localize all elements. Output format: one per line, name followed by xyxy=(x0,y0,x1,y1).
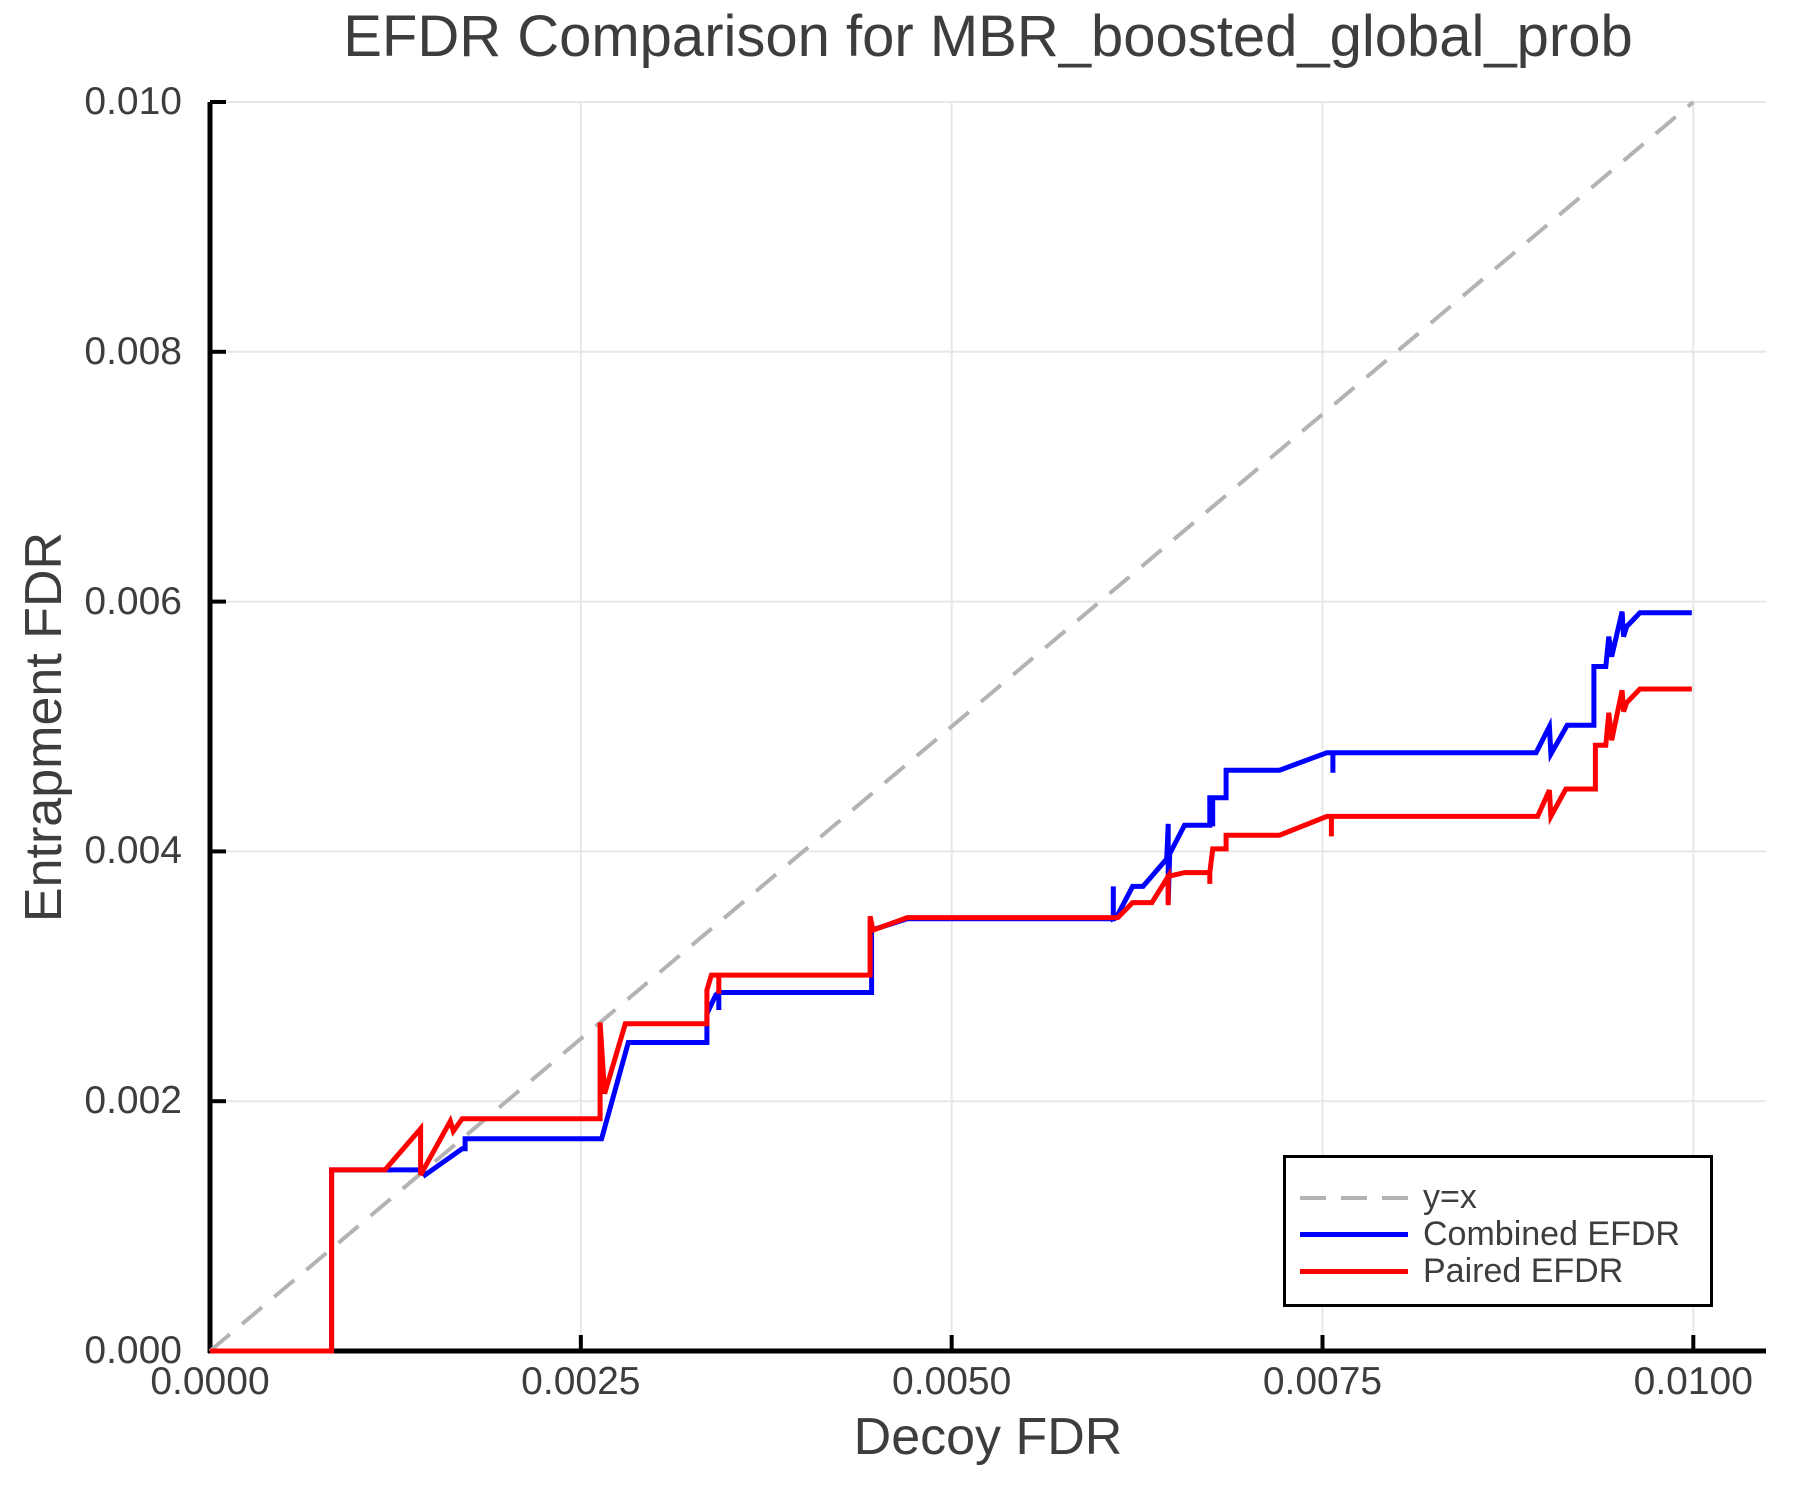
legend-row-paired-efdr: Paired EFDR xyxy=(1286,1252,1710,1290)
legend-sample-blue-line xyxy=(1300,1232,1408,1237)
series-y-x xyxy=(208,100,1695,1353)
legend-label-paired-efdr: Paired EFDR xyxy=(1423,1252,1624,1290)
x-tick-label-0.0100: 0.0100 xyxy=(1633,1360,1753,1403)
legend-sample-red-line xyxy=(1300,1269,1408,1274)
legend-sample-dashed-line xyxy=(1300,1195,1408,1200)
x-tick-label-0.0000: 0.0000 xyxy=(150,1360,270,1403)
x-tick-label-0.0075: 0.0075 xyxy=(1262,1360,1383,1403)
chart-title: EFDR Comparison for MBR_boosted_global_p… xyxy=(343,4,1633,69)
series-paired-efdr xyxy=(210,686,1692,1354)
legend: y=x Combined EFDR Paired EFDR xyxy=(1283,1155,1713,1307)
legend-label-yx: y=x xyxy=(1423,1178,1477,1216)
y-tick-label-0.008: 0.008 xyxy=(84,329,182,373)
y-tick-label-0.002: 0.002 xyxy=(84,1079,182,1123)
y-tick-label-0.000: 0.000 xyxy=(84,1329,182,1372)
x-tick-label-0.0050: 0.0050 xyxy=(892,1360,1012,1403)
x-axis-label: Decoy FDR xyxy=(853,1408,1123,1466)
y-tick-label-0.004: 0.004 xyxy=(84,829,182,873)
legend-row-yx: y=x xyxy=(1286,1178,1710,1216)
legend-row-combined-efdr: Combined EFDR xyxy=(1286,1215,1710,1253)
legend-label-combined-efdr: Combined EFDR xyxy=(1423,1215,1680,1253)
x-tick-label-0.0025: 0.0025 xyxy=(521,1360,641,1403)
y-tick-label-0.006: 0.006 xyxy=(84,579,182,623)
y-tick-label-0.010: 0.010 xyxy=(84,80,182,123)
